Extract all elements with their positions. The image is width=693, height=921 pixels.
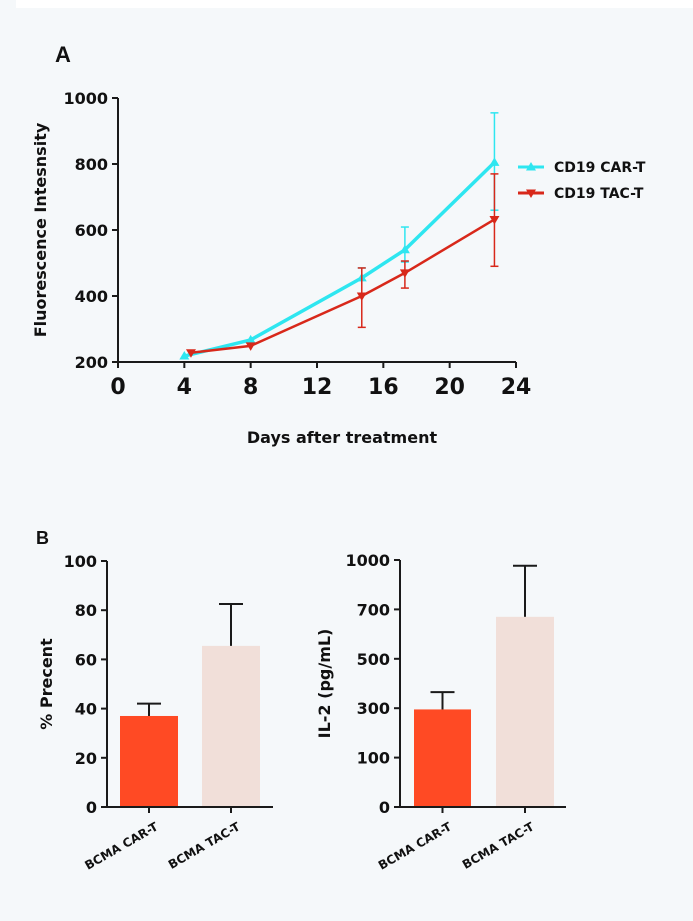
data-point bbox=[399, 269, 410, 278]
series-line bbox=[190, 218, 496, 355]
legend-label: CD19 CAR-T bbox=[554, 160, 646, 176]
y-tick-label: 100 bbox=[64, 552, 97, 571]
data-point bbox=[245, 342, 256, 351]
series-line bbox=[183, 161, 496, 358]
y-axis-title: Fluorescence Intesnsity bbox=[31, 122, 50, 337]
bar-bcma-car-t bbox=[414, 709, 471, 807]
line-chart-fluorescence: 200 400 600 800 1000 0 4 8 12 16 20 24 Days after tr… bbox=[31, 89, 646, 447]
legend-marker bbox=[526, 162, 536, 171]
data-point bbox=[245, 334, 256, 344]
legend-item: CD19 CAR-T bbox=[518, 160, 646, 176]
y-tick-label: 0 bbox=[379, 798, 390, 817]
y-tick-label: 200 bbox=[75, 353, 108, 372]
x-tick-label: 12 bbox=[302, 375, 333, 400]
y-tick-label: 80 bbox=[75, 601, 97, 620]
y-tick-label: 400 bbox=[75, 287, 108, 306]
y-tick-label: 60 bbox=[75, 650, 97, 669]
legend: CD19 CAR-T CD19 TAC-T bbox=[518, 160, 646, 202]
y-axis-title: IL-2 (pg/mL) bbox=[315, 629, 334, 739]
x-tick-label: BCMA CAR-T bbox=[376, 819, 455, 873]
y-tick-label: 20 bbox=[75, 749, 97, 768]
y-tick-label: 800 bbox=[75, 155, 108, 174]
legend-marker bbox=[526, 189, 536, 198]
series-cd19-tac-t bbox=[185, 173, 500, 358]
x-tick-label: BCMA TAC-T bbox=[166, 819, 243, 872]
legend-item: CD19 TAC-T bbox=[518, 186, 644, 202]
x-tick-label: 0 bbox=[110, 375, 125, 400]
bar-chart-il2: 0 100 300 500 700 1000 IL-2 (pg/mL) BCMA CAR-T B… bbox=[315, 551, 566, 873]
x-tick-label: BCMA TAC-T bbox=[460, 819, 537, 872]
legend-label: CD19 TAC-T bbox=[554, 186, 644, 202]
y-tick-label: 40 bbox=[75, 700, 97, 719]
x-axis-title: Days after treatment bbox=[247, 428, 438, 447]
y-tick-label: 500 bbox=[357, 650, 390, 669]
y-tick-label: 600 bbox=[75, 221, 108, 240]
series-cd19-car-t bbox=[179, 112, 500, 360]
data-point bbox=[179, 351, 190, 360]
bar-bcma-tac-t bbox=[496, 616, 554, 807]
x-tick-label: 20 bbox=[434, 375, 465, 400]
bar-bcma-car-t bbox=[120, 715, 178, 807]
y-tick-label: 700 bbox=[357, 600, 390, 619]
y-tick-label: 1000 bbox=[345, 551, 390, 570]
data-point bbox=[185, 349, 196, 358]
y-tick-label: 300 bbox=[357, 699, 390, 718]
x-tick-label: 16 bbox=[368, 375, 399, 400]
x-tick-label: 24 bbox=[501, 375, 532, 400]
x-tick-label: 8 bbox=[243, 375, 258, 400]
data-point bbox=[399, 244, 410, 254]
x-tick-label: 4 bbox=[177, 375, 192, 400]
y-tick-label: 1000 bbox=[63, 89, 108, 108]
data-point bbox=[489, 215, 500, 225]
data-point bbox=[489, 157, 500, 166]
bar-bcma-tac-t bbox=[202, 645, 260, 807]
x-tick-label: BCMA CAR-T bbox=[82, 819, 161, 873]
top-strip bbox=[16, 0, 693, 8]
panel-label-a: A bbox=[55, 42, 71, 67]
y-tick-label: 100 bbox=[357, 749, 390, 768]
bar-chart-percent: 0 20 40 60 80 100 % Precent BCMA CAR-T BCMA TAC-… bbox=[37, 552, 273, 873]
panel-label-b: B bbox=[36, 528, 49, 548]
y-axis-title: % Precent bbox=[37, 638, 56, 730]
data-point bbox=[356, 292, 367, 301]
y-tick-label: 0 bbox=[86, 798, 97, 817]
